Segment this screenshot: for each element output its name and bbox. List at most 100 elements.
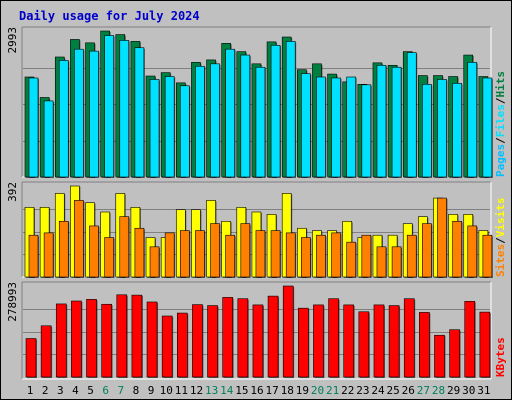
day-label-23: 23 (356, 384, 369, 397)
legend: Pages/Files/Hits (494, 71, 507, 177)
bar-files-day-24 (376, 64, 387, 178)
legend-visits: Visits (494, 198, 507, 238)
bar-sites-day-2 (43, 232, 54, 278)
bar-kbytes-day-11 (176, 312, 188, 378)
bar-files-day-17 (270, 44, 281, 178)
bar-files-day-6 (104, 35, 114, 178)
bar-files-day-4 (74, 48, 84, 178)
bar-sites-day-14 (225, 234, 235, 278)
day-label-26: 26 (402, 384, 415, 397)
day-label-6: 6 (102, 384, 109, 397)
scale-label: 392 (6, 182, 19, 202)
legend-sites: Sites (494, 244, 507, 277)
bar-kbytes-day-23 (358, 311, 370, 378)
bar-sites-day-5 (89, 225, 99, 278)
bar-kbytes-day-24 (373, 304, 385, 378)
bar-kbytes-day-4 (71, 300, 82, 378)
bar-sites-day-18 (285, 232, 296, 278)
bar-kbytes-day-1 (25, 338, 37, 378)
day-label-12: 12 (190, 384, 203, 397)
bar-files-day-10 (164, 76, 175, 178)
bar-files-day-21 (331, 77, 341, 178)
day-label-10: 10 (160, 384, 173, 397)
bar-sites-day-4 (74, 200, 84, 278)
bar-sites-day-23 (361, 234, 372, 278)
day-label-18: 18 (281, 384, 294, 397)
day-label-3: 3 (57, 384, 64, 397)
bar-files-day-30 (467, 62, 478, 178)
day-label-11: 11 (175, 384, 188, 397)
bar-files-day-27 (422, 84, 432, 178)
bar-sites-day-8 (134, 227, 145, 278)
day-label-14: 14 (220, 384, 234, 397)
bar-files-day-5 (89, 50, 99, 178)
bar-kbytes-day-27 (419, 312, 430, 378)
bar-files-day-23 (361, 84, 372, 178)
legend-kbytes: KBytes (494, 337, 507, 377)
bar-kbytes-day-3 (55, 303, 67, 378)
legend-files: Files (494, 104, 507, 137)
bar-kbytes-day-19 (298, 307, 309, 378)
day-label-25: 25 (387, 384, 400, 397)
bar-sites-day-27 (422, 223, 432, 278)
bar-kbytes-day-25 (388, 305, 400, 378)
bar-kbytes-day-13 (207, 305, 218, 378)
bar-sites-day-11 (179, 230, 190, 278)
bar-sites-day-28 (437, 197, 447, 278)
bar-files-day-3 (58, 60, 69, 178)
day-label-24: 24 (371, 384, 385, 397)
legend: Sites/Visits (494, 198, 507, 278)
legend-separator: / (494, 97, 507, 104)
bar-kbytes-day-30 (464, 301, 476, 378)
bar-files-day-29 (452, 83, 462, 178)
legend-separator: / (494, 137, 507, 144)
bar-files-day-20 (316, 76, 326, 178)
bar-sites-day-1 (28, 234, 39, 278)
bar-sites-day-9 (149, 246, 160, 278)
bar-kbytes-day-28 (434, 334, 445, 378)
bar-sites-day-16 (255, 230, 266, 278)
bar-files-day-31 (482, 77, 493, 178)
bar-sites-day-13 (210, 223, 220, 278)
bar-kbytes-day-2 (40, 325, 52, 378)
bar-files-day-12 (195, 65, 205, 178)
bar-files-day-26 (406, 52, 417, 178)
legend-pages: Pages (494, 144, 507, 177)
bar-kbytes-day-22 (343, 304, 355, 378)
bar-sites-day-6 (104, 237, 114, 278)
bar-files-day-9 (149, 79, 160, 178)
bar-files-day-15 (240, 54, 251, 178)
bar-files-day-19 (301, 73, 311, 178)
day-label-28: 28 (432, 384, 445, 397)
bar-kbytes-day-18 (282, 285, 294, 378)
bar-sites-day-7 (119, 216, 130, 278)
day-label-30: 30 (462, 384, 475, 397)
bar-files-day-25 (391, 66, 402, 178)
bar-kbytes-day-5 (86, 299, 97, 378)
bar-sites-day-15 (240, 223, 251, 278)
chart-title: Daily usage for July 2024 (19, 9, 200, 23)
bar-kbytes-day-8 (131, 294, 143, 378)
bar-files-day-18 (285, 41, 296, 178)
bar-kbytes-day-10 (161, 315, 173, 378)
bar-sites-day-22 (346, 241, 357, 278)
bar-files-day-13 (210, 63, 220, 178)
bar-sites-day-31 (482, 234, 493, 278)
day-label-15: 15 (235, 384, 248, 397)
bar-kbytes-day-12 (192, 304, 203, 378)
bar-kbytes-day-6 (101, 303, 112, 378)
bar-files-day-11 (179, 85, 190, 178)
bar-sites-day-29 (452, 220, 462, 278)
day-label-13: 13 (205, 384, 218, 397)
day-label-1: 1 (27, 384, 34, 397)
bar-files-day-1 (28, 77, 39, 178)
bar-files-day-16 (255, 66, 266, 178)
bar-sites-day-10 (164, 232, 175, 278)
bar-files-day-14 (225, 48, 235, 178)
legend: KBytes (494, 337, 507, 377)
scale-label: 278993 (6, 282, 19, 322)
bar-sites-day-25 (391, 246, 402, 278)
bar-kbytes-day-31 (479, 311, 491, 378)
bar-kbytes-day-16 (252, 304, 264, 378)
